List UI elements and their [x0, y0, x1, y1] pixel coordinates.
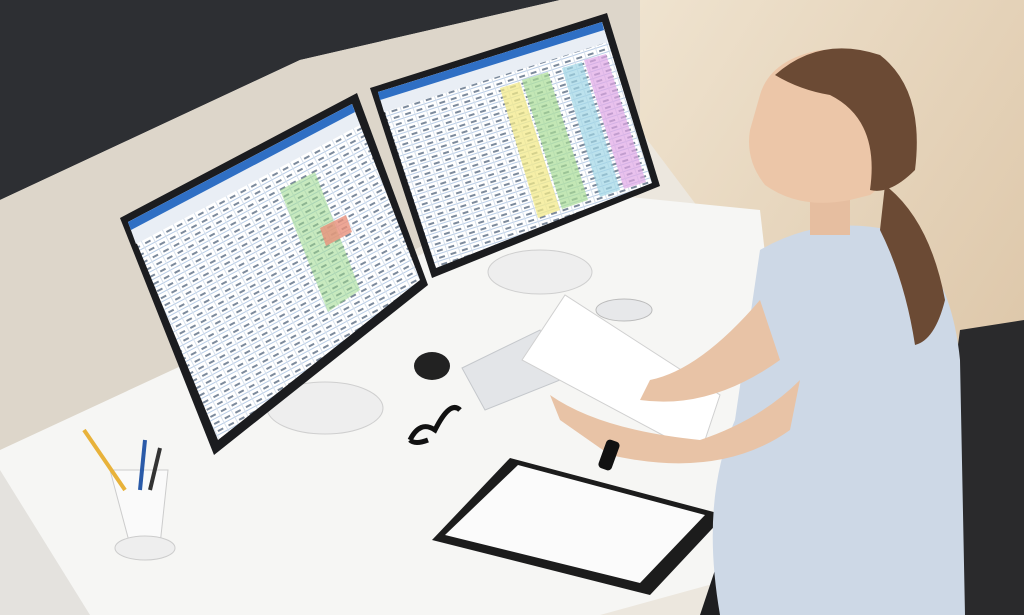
speaker: [414, 352, 450, 380]
counter-top: [0, 0, 560, 200]
pen-holder-base: [114, 535, 176, 561]
mouse: [595, 298, 653, 322]
title-bar: [128, 104, 355, 230]
highlight-column: [522, 72, 588, 209]
pencil: [82, 428, 127, 492]
hair: [775, 48, 917, 191]
monitor-base: [487, 249, 593, 295]
highlight-column: [280, 172, 360, 312]
desk-edge: [0, 470, 90, 615]
glasses: [407, 405, 462, 445]
watch: [598, 439, 620, 471]
arm: [640, 300, 780, 402]
pen: [148, 447, 162, 491]
papers: [521, 294, 721, 456]
highlight-column: [562, 62, 620, 197]
pen: [138, 439, 147, 491]
ponytail: [880, 185, 945, 345]
highlight-column: [500, 82, 560, 218]
highlight-cell: [320, 215, 352, 246]
document: [445, 465, 705, 583]
scrubs: [712, 225, 965, 615]
highlight-column: [584, 54, 646, 189]
title-bar: [378, 22, 604, 100]
